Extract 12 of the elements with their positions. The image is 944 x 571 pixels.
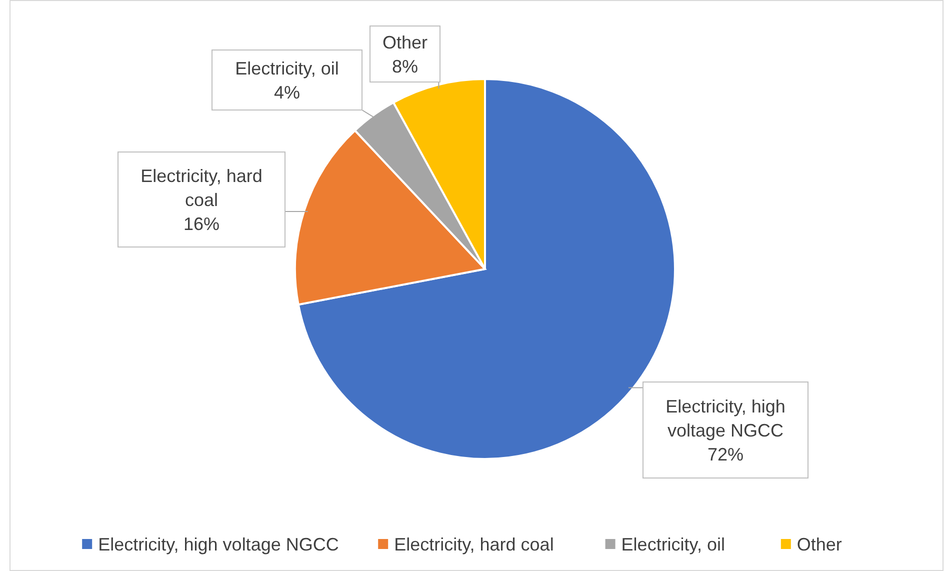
legend-label: Electricity, high voltage NGCC: [98, 534, 339, 554]
slice-label: Electricity, hard coal: [140, 166, 262, 210]
legend-label: Electricity, hard coal: [394, 534, 554, 554]
slice-label: Other: [382, 32, 428, 52]
slice-label: Electricity, oil: [235, 58, 339, 78]
data-label: 8%: [392, 56, 418, 76]
slice-label: Electricity, high voltage NGCC: [666, 396, 786, 440]
legend-label: Other: [796, 534, 842, 554]
legend-label: Electricity, oil: [621, 534, 725, 554]
data-label: 4%: [274, 82, 300, 102]
data-label: 16%: [183, 214, 220, 234]
data-label: 72%: [707, 444, 744, 464]
